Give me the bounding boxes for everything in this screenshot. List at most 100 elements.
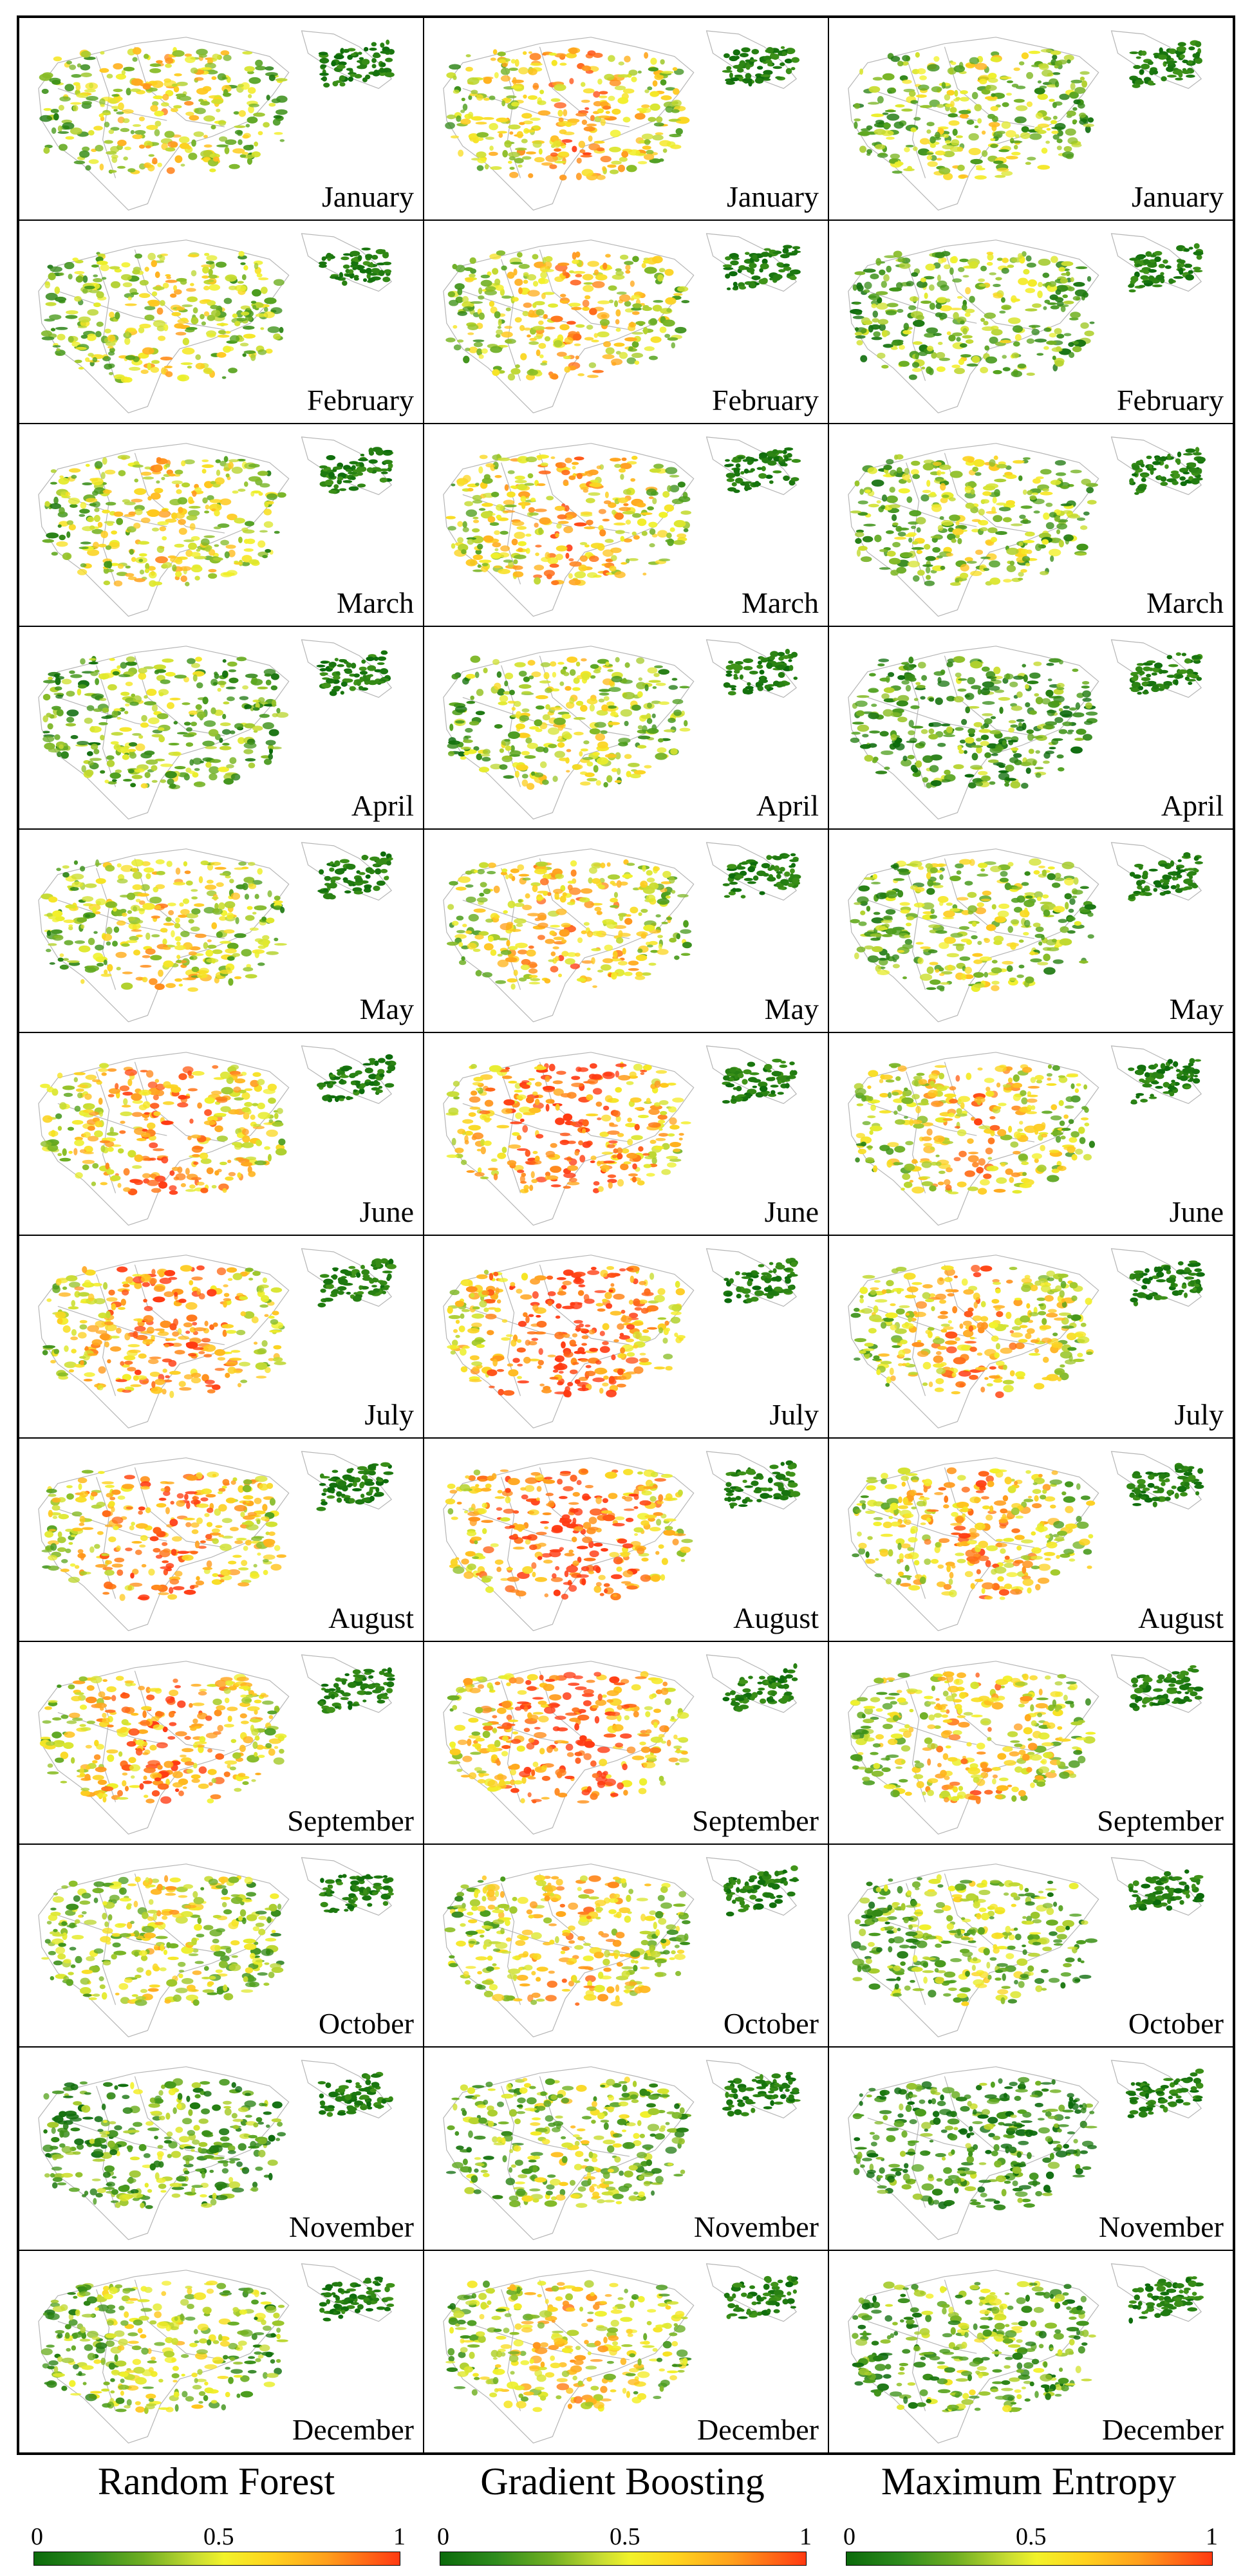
probability-patch [945, 140, 951, 144]
probability-patch [641, 104, 650, 109]
probability-patch [623, 503, 629, 506]
probability-patch [178, 95, 192, 101]
probability-patch [257, 131, 263, 136]
probability-patch [634, 360, 640, 366]
probability-patch [598, 698, 605, 703]
probability-patch [59, 475, 64, 478]
probability-patch [196, 711, 206, 719]
probability-patch [995, 277, 1002, 281]
probability-patch [768, 254, 772, 258]
probability-patch [540, 272, 547, 279]
probability-patch [539, 680, 551, 684]
probability-patch [958, 678, 967, 681]
probability-patch [1054, 101, 1063, 106]
probability-patch [855, 700, 868, 707]
probability-patch [483, 77, 492, 84]
probability-patch [946, 89, 955, 96]
probability-patch [733, 676, 739, 680]
probability-patch [655, 752, 668, 760]
probability-patch [609, 565, 617, 572]
probability-patch [499, 695, 509, 702]
probability-patch [194, 107, 206, 115]
probability-patch [1021, 52, 1029, 59]
probability-patch [631, 77, 637, 82]
probability-patch [910, 764, 917, 772]
probability-patch [1000, 340, 1012, 344]
probability-patch [201, 321, 206, 326]
probability-patch [596, 174, 606, 180]
probability-patch [1147, 61, 1154, 65]
probability-patch [554, 505, 565, 511]
probability-patch [949, 470, 963, 478]
probability-patch [987, 253, 994, 261]
probability-patch [122, 499, 130, 503]
probability-patch [239, 154, 247, 158]
probability-patch [854, 271, 866, 275]
probability-patch [883, 709, 893, 717]
probability-patch [575, 700, 584, 706]
probability-patch [1062, 151, 1074, 158]
probability-patch [599, 528, 606, 537]
probability-patch [203, 311, 210, 317]
probability-patch [361, 59, 370, 66]
probability-patch [86, 751, 93, 756]
probability-patch [177, 375, 190, 382]
probability-patch [127, 749, 136, 752]
probability-patch [897, 716, 908, 723]
probability-patch [637, 70, 642, 74]
probability-patch [135, 935, 143, 938]
probability-patch [1163, 259, 1168, 265]
probability-patch [1054, 360, 1064, 367]
probability-patch [586, 778, 597, 782]
probability-patch [74, 360, 82, 364]
probability-patch [553, 140, 561, 148]
probability-patch [85, 463, 90, 467]
probability-patch [234, 125, 246, 128]
probability-patch [342, 281, 348, 286]
probability-patch [930, 491, 936, 496]
probability-patch [169, 697, 181, 701]
probability-patch [869, 673, 876, 677]
probability-patch [1061, 273, 1068, 276]
probability-patch [57, 125, 62, 132]
probability-patch [502, 150, 509, 158]
probability-patch [148, 154, 155, 157]
probability-patch [989, 337, 998, 344]
probability-patch [363, 46, 369, 51]
probability-patch [655, 682, 666, 686]
probability-patch [665, 539, 675, 543]
probability-patch [170, 107, 178, 113]
probability-patch [953, 764, 964, 770]
probability-patch [1086, 487, 1094, 494]
probability-patch [537, 278, 546, 285]
probability-patch [122, 118, 130, 124]
probability-patch [601, 704, 609, 712]
probability-patch [916, 281, 928, 288]
probability-patch [1159, 47, 1163, 53]
probability-patch [380, 471, 388, 474]
probability-patch [242, 353, 247, 357]
probability-patch [114, 268, 122, 273]
probability-patch [939, 167, 951, 175]
probability-patch [55, 694, 63, 699]
probability-patch [224, 551, 230, 559]
probability-patch [342, 678, 353, 683]
probability-patch [943, 151, 955, 158]
probability-patch [320, 660, 328, 664]
probability-patch [471, 89, 478, 95]
probability-patch [366, 656, 375, 662]
probability-patch [600, 730, 608, 734]
probability-patch [881, 365, 889, 369]
probability-patch [82, 275, 88, 283]
probability-patch [134, 488, 147, 495]
probability-patch [1049, 511, 1057, 518]
probability-patch [536, 350, 541, 357]
probability-patch [525, 151, 536, 154]
probability-patch [967, 705, 980, 709]
probability-patch [240, 262, 246, 266]
probability-patch [920, 494, 930, 501]
probability-patch [489, 301, 495, 308]
probability-patch [754, 77, 764, 84]
probability-patch [973, 458, 985, 467]
probability-patch [1040, 48, 1052, 53]
